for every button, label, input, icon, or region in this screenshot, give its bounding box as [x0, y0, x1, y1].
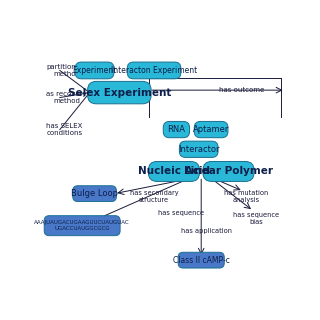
Text: Bulge Loop: Bulge Loop: [71, 189, 118, 198]
Text: Interactor: Interactor: [178, 145, 220, 154]
Text: Linear Polymer: Linear Polymer: [184, 166, 273, 176]
FancyBboxPatch shape: [127, 62, 181, 79]
FancyBboxPatch shape: [73, 186, 116, 202]
Text: as recovery
method: as recovery method: [46, 91, 87, 104]
Text: Nucleic Acid: Nucleic Acid: [138, 166, 210, 176]
Text: has secondary
structure: has secondary structure: [130, 189, 178, 203]
Text: Experiment: Experiment: [72, 66, 117, 75]
FancyBboxPatch shape: [148, 162, 199, 181]
Text: Interacton Experiment: Interacton Experiment: [111, 66, 197, 75]
FancyBboxPatch shape: [44, 216, 120, 236]
FancyBboxPatch shape: [178, 252, 224, 268]
Text: partitioning
method: partitioning method: [46, 64, 87, 77]
Text: AAAJUAUGACUGAAGUUCUAUGUAC
UGACCUAUGGCGCG: AAAJUAUGACUGAAGUUCUAUGUAC UGACCUAUGGCGCG: [34, 220, 130, 231]
Text: has SELEX
conditions: has SELEX conditions: [46, 123, 83, 136]
FancyBboxPatch shape: [88, 81, 151, 104]
FancyBboxPatch shape: [180, 141, 218, 157]
Text: has application: has application: [181, 228, 232, 234]
FancyBboxPatch shape: [163, 121, 189, 138]
Text: has mutation
analysis: has mutation analysis: [224, 189, 268, 203]
Text: Selex Experiment: Selex Experiment: [68, 88, 171, 98]
FancyBboxPatch shape: [75, 62, 114, 79]
FancyBboxPatch shape: [203, 162, 254, 181]
Text: has sequence
bias: has sequence bias: [233, 212, 279, 225]
Text: has sequence: has sequence: [158, 210, 204, 216]
Text: RNA: RNA: [167, 125, 185, 134]
Text: Aptamer: Aptamer: [193, 125, 229, 134]
FancyBboxPatch shape: [194, 121, 228, 138]
Text: Class II cAMP-c: Class II cAMP-c: [173, 256, 230, 265]
Text: has outcome: has outcome: [219, 87, 264, 93]
